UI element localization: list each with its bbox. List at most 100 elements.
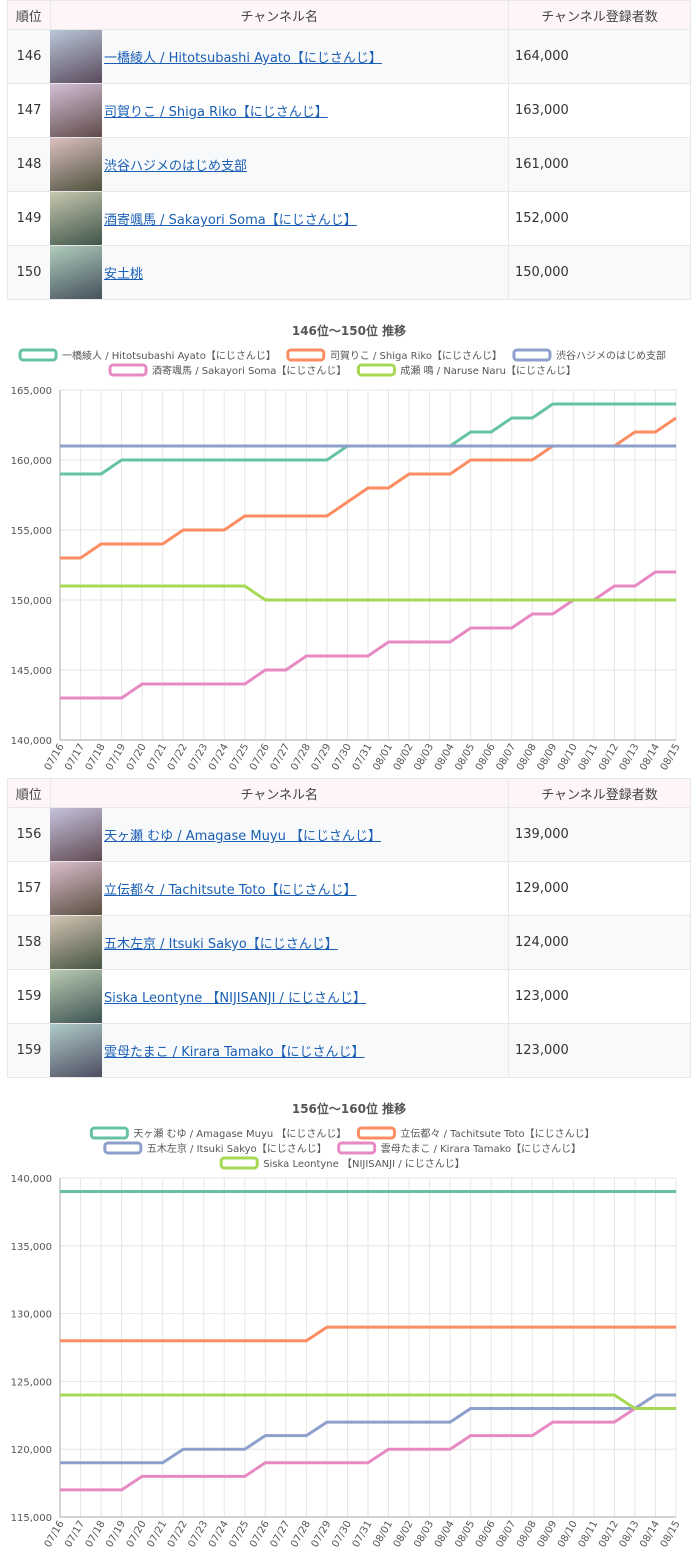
- header-cell: チャンネル名: [49, 0, 509, 30]
- channel-link[interactable]: 天ヶ瀬 むゆ / Amagase Muyu 【にじさんじ】: [104, 829, 381, 844]
- subscribers: 129,000: [508, 861, 691, 916]
- series-line: [60, 1393, 676, 1411]
- rank: 150: [7, 245, 50, 300]
- rank: 149: [7, 191, 50, 246]
- rank: 159: [7, 1023, 50, 1078]
- table-row: 157 立伝都々 / Tachitsute Toto【にじさんじ】 129,000: [7, 861, 691, 916]
- name-cell: Siska Leontyne 【NIJISANJI / にじさんじ】: [104, 969, 509, 1024]
- avatar: [50, 192, 102, 245]
- y-tick-label: 135,000: [11, 1242, 52, 1253]
- channel-link[interactable]: 司賀りこ / Shiga Riko【にじさんじ】: [104, 105, 328, 120]
- legend-swatch: [18, 348, 58, 362]
- avatar-cell: [50, 1023, 104, 1078]
- legend-swatch: [356, 363, 396, 377]
- series-line: [60, 1407, 676, 1492]
- series-line: [60, 1393, 676, 1465]
- chart-title: 146位～150位 推移: [292, 323, 406, 338]
- table-row: 159 雲母たまこ / Kirara Tamako【にじさんじ】 123,000: [7, 1023, 691, 1078]
- table-row: 159 Siska Leontyne 【NIJISANJI / にじさんじ】 123…: [7, 969, 691, 1024]
- avatar-cell: [50, 83, 104, 138]
- name-cell: 酒寄颯馬 / Sakayori Soma【にじさんじ】: [104, 191, 509, 246]
- avatar: [50, 1024, 102, 1077]
- table-row: 148 渋谷ハジメのはじめ支部 161,000: [7, 137, 691, 192]
- rank: 157: [7, 861, 50, 916]
- legend-label: 立伝都々 / Tachitsute Toto【にじさんじ】: [400, 1127, 594, 1140]
- table-row: 146 一橋綾人 / Hitotsubashi Ayato【にじさんじ】 164,0…: [7, 29, 691, 84]
- name-cell: 天ヶ瀬 むゆ / Amagase Muyu 【にじさんじ】: [104, 807, 509, 862]
- avatar-cell: [50, 861, 104, 916]
- legend-swatch: [337, 1141, 377, 1155]
- channel-link[interactable]: 五木左京 / Itsuki Sakyo【にじさんじ】: [104, 937, 338, 952]
- name-cell: 五木左京 / Itsuki Sakyo【にじさんじ】: [104, 915, 509, 970]
- avatar-cell: [50, 245, 104, 300]
- legend-swatch: [89, 1126, 129, 1140]
- legend-swatch: [103, 1141, 143, 1155]
- table-row: 147 司賀りこ / Shiga Riko【にじさんじ】 163,000: [7, 83, 691, 138]
- table-row: 150 安土桃 150,000: [7, 245, 691, 300]
- legend-label: 成瀬 鳴 / Naruse Naru【にじさんじ】: [400, 364, 576, 377]
- rank: 147: [7, 83, 50, 138]
- header-cell: 順位: [7, 0, 51, 30]
- legend-item: 雲母たまこ / Kirara Tamako【にじさんじ】: [337, 1141, 581, 1155]
- avatar: [50, 808, 102, 861]
- avatar-cell: [50, 191, 104, 246]
- name-cell: 雲母たまこ / Kirara Tamako【にじさんじ】: [104, 1023, 509, 1078]
- channel-link[interactable]: 一橋綾人 / Hitotsubashi Ayato【にじさんじ】: [104, 51, 382, 66]
- header-cell: チャンネル登録者数: [508, 0, 691, 30]
- legend-item: 酒寄颯馬 / Sakayori Soma【にじさんじ】: [108, 363, 346, 377]
- y-tick-label: 125,000: [11, 1377, 52, 1388]
- legend-label: 渋谷ハジメのはじめ支部: [556, 349, 666, 362]
- legend-swatch: [512, 348, 552, 362]
- x-tick-label: 08/15: [659, 742, 683, 772]
- avatar: [50, 862, 102, 915]
- legend-label: 天ヶ瀬 むゆ / Amagase Muyu 【にじさんじ】: [133, 1128, 346, 1140]
- rank: 156: [7, 807, 50, 862]
- channel-link[interactable]: 立伝都々 / Tachitsute Toto【にじさんじ】: [104, 883, 357, 898]
- channel-link[interactable]: 酒寄颯馬 / Sakayori Soma【にじさんじ】: [104, 213, 357, 228]
- header-cell: チャンネル名: [49, 778, 509, 808]
- avatar-cell: [50, 137, 104, 192]
- legend-swatch: [108, 363, 148, 377]
- y-tick-label: 130,000: [11, 1310, 52, 1321]
- name-cell: 安土桃: [104, 245, 509, 300]
- y-tick-label: 160,000: [11, 456, 52, 467]
- legend-item: 立伝都々 / Tachitsute Toto【にじさんじ】: [356, 1126, 595, 1140]
- table-row: 156 天ヶ瀬 むゆ / Amagase Muyu 【にじさんじ】 139,000: [7, 807, 691, 862]
- avatar: [50, 84, 102, 137]
- channel-link[interactable]: 安土桃: [104, 267, 144, 282]
- channel-link[interactable]: Siska Leontyne 【NIJISANJI / にじさんじ】: [104, 991, 367, 1006]
- subscribers: 123,000: [508, 1023, 691, 1078]
- avatar-cell: [50, 915, 104, 970]
- avatar-cell: [50, 807, 104, 862]
- legend-swatch: [286, 348, 326, 362]
- subscribers: 139,000: [508, 807, 691, 862]
- avatar: [50, 138, 102, 191]
- subscribers: 152,000: [508, 191, 691, 246]
- legend-label: 一橋綾人 / Hitotsubashi Ayato【にじさんじ】: [62, 349, 276, 362]
- avatar-cell: [50, 969, 104, 1024]
- y-tick-label: 140,000: [11, 1174, 52, 1185]
- y-tick-label: 120,000: [11, 1445, 52, 1456]
- legend-swatch: [356, 1126, 396, 1140]
- subscribers: 123,000: [508, 969, 691, 1024]
- header-row: 順位 チャンネル名 チャンネル登録者数: [7, 778, 691, 808]
- subscribers: 163,000: [508, 83, 691, 138]
- channel-link[interactable]: 渋谷ハジメのはじめ支部: [104, 159, 248, 174]
- avatar: [50, 970, 102, 1023]
- ranking-table: 順位 チャンネル名 チャンネル登録者数 146 一橋綾人 / Hitotsubashi …: [7, 0, 691, 300]
- legend-item: 一橋綾人 / Hitotsubashi Ayato【にじさんじ】: [18, 348, 276, 362]
- subscribers: 161,000: [508, 137, 691, 192]
- header-row: 順位 チャンネル名 チャンネル登録者数: [7, 0, 691, 30]
- legend-label: 酒寄颯馬 / Sakayori Soma【にじさんじ】: [152, 364, 346, 377]
- rank: 148: [7, 137, 50, 192]
- legend-swatch: [219, 1156, 259, 1170]
- legend-label: 司賀りこ / Shiga Riko【にじさんじ】: [330, 350, 502, 362]
- avatar: [50, 916, 102, 969]
- table-row: 158 五木左京 / Itsuki Sakyo【にじさんじ】 124,000: [7, 915, 691, 970]
- legend-item: Siska Leontyne 【NIJISANJI / にじさんじ】: [219, 1156, 465, 1170]
- y-tick-label: 150,000: [11, 596, 52, 607]
- channel-link[interactable]: 雲母たまこ / Kirara Tamako【にじさんじ】: [104, 1045, 365, 1060]
- name-cell: 渋谷ハジメのはじめ支部: [104, 137, 509, 192]
- y-tick-label: 165,000: [11, 386, 52, 397]
